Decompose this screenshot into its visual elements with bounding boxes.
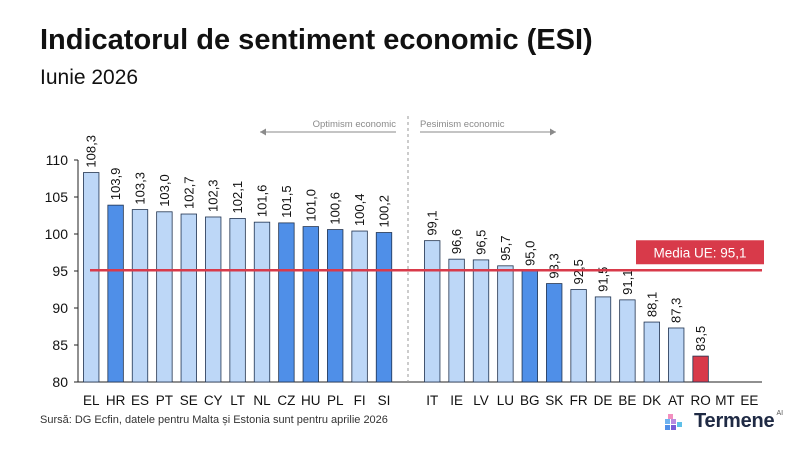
x-tick-label-lt: LT — [230, 393, 245, 408]
value-label-cy: 102,3 — [206, 179, 221, 212]
value-label-hr: 103,9 — [108, 168, 123, 201]
x-tick-label-es: ES — [131, 393, 149, 408]
x-tick-label-sk: SK — [545, 393, 563, 408]
value-label-pl: 100,6 — [328, 192, 343, 225]
value-label-lu: 95,7 — [498, 236, 513, 261]
x-tick-label-pl: PL — [327, 393, 344, 408]
bar-lt — [229, 218, 246, 383]
value-label-lt: 102,1 — [230, 181, 245, 214]
x-tick-label-ie: IE — [450, 393, 463, 408]
pessimism-arrow-head-icon — [550, 128, 556, 136]
y-tick-label: 85 — [52, 337, 68, 353]
bar-cz — [278, 222, 295, 383]
bar-nl — [253, 221, 271, 383]
x-tick-label-el: EL — [83, 393, 100, 408]
chart-title: Indicatorul de sentiment economic (ESI) — [40, 24, 593, 56]
bar-fi — [351, 230, 368, 383]
bar-hu — [302, 226, 319, 383]
chart-subtitle: Iunie 2026 — [40, 66, 139, 89]
bar-pt — [156, 211, 173, 383]
x-tick-label-nl: NL — [253, 393, 271, 408]
x-tick-label-ee: EE — [740, 393, 758, 408]
value-label-be: 91,1 — [620, 270, 635, 295]
x-tick-label-ro: RO — [690, 393, 710, 408]
eu-average-label: Media UE: 95,1 — [653, 245, 746, 260]
bar-be — [619, 299, 636, 383]
value-label-fi: 100,4 — [352, 193, 367, 226]
bar-se — [180, 213, 197, 383]
optimism-label: Optimism economic — [313, 119, 397, 130]
value-label-ie: 96,6 — [449, 229, 464, 254]
value-label-es: 103,3 — [133, 172, 148, 205]
value-label-el: 108,3 — [84, 135, 99, 168]
y-tick-label: 100 — [45, 226, 69, 242]
x-tick-label-se: SE — [180, 393, 198, 408]
x-tick-label-be: BE — [618, 393, 636, 408]
value-label-cz: 101,5 — [279, 185, 294, 218]
bar-cy — [205, 216, 222, 383]
bar-si — [375, 232, 393, 383]
bar-es — [131, 209, 149, 383]
source-note: Sursă: DG Ecfin, datele pentru Malta și … — [40, 414, 388, 426]
x-tick-label-si: SI — [378, 393, 391, 408]
y-tick-label: 105 — [45, 189, 69, 205]
value-label-nl: 101,6 — [255, 185, 270, 218]
x-tick-label-pt: PT — [156, 393, 173, 408]
y-tick-label: 80 — [52, 374, 68, 390]
y-tick-label: 90 — [52, 300, 68, 316]
value-label-fr: 92,5 — [571, 259, 586, 284]
value-label-se: 102,7 — [181, 176, 196, 209]
optimism-arrow-head-icon — [260, 128, 266, 136]
x-tick-label-hr: HR — [106, 393, 126, 408]
y-tick-label: 110 — [46, 152, 69, 168]
logo-suffix: AI — [776, 410, 784, 417]
value-label-at: 87,3 — [669, 298, 684, 323]
x-tick-label-lu: LU — [497, 393, 514, 408]
value-label-ro: 83,5 — [693, 326, 708, 351]
x-tick-label-at: AT — [668, 393, 684, 408]
value-label-lv: 96,5 — [474, 230, 489, 255]
value-label-de: 91,5 — [596, 267, 611, 292]
bar-pl — [327, 229, 344, 383]
x-tick-label-dk: DK — [642, 393, 661, 408]
value-label-it: 99,1 — [425, 210, 440, 235]
logo-text: Termene — [694, 410, 775, 432]
eu-average-label-box — [636, 240, 764, 265]
bar-dk — [643, 321, 660, 383]
value-label-bg: 95,0 — [522, 241, 537, 266]
bar-ro — [692, 355, 709, 383]
x-tick-label-fr: FR — [570, 393, 588, 408]
value-label-pt: 103,0 — [157, 174, 172, 207]
x-tick-label-mt: MT — [715, 393, 735, 408]
value-label-sk: 93,3 — [547, 253, 562, 278]
bar-fr — [570, 289, 587, 383]
value-label-hu: 101,0 — [303, 189, 318, 222]
x-tick-label-it: IT — [426, 393, 438, 408]
x-tick-label-bg: BG — [520, 393, 540, 408]
bar-bg — [521, 270, 538, 383]
bar-el — [83, 172, 100, 383]
x-tick-label-lv: LV — [473, 393, 489, 408]
bar-lu — [497, 265, 514, 383]
pessimism-label: Pesimism economic — [420, 119, 505, 130]
bar-hr — [107, 204, 124, 383]
bar-at — [668, 327, 685, 383]
bar-ie — [448, 258, 465, 383]
bar-lv — [472, 259, 490, 383]
value-label-si: 100,2 — [377, 195, 392, 228]
x-tick-label-cz: CZ — [277, 393, 295, 408]
bar-de — [594, 296, 612, 383]
x-tick-label-hu: HU — [301, 393, 321, 408]
x-tick-label-cy: CY — [204, 393, 223, 408]
bar-sk — [546, 283, 563, 383]
bar-it — [424, 240, 441, 383]
y-tick-label: 95 — [52, 263, 68, 279]
x-tick-label-fi: FI — [354, 393, 366, 408]
termene-logo: Termene AI — [664, 410, 783, 433]
value-label-dk: 88,1 — [644, 292, 659, 317]
cube-logo-icon — [665, 413, 682, 430]
x-tick-label-de: DE — [594, 393, 613, 408]
